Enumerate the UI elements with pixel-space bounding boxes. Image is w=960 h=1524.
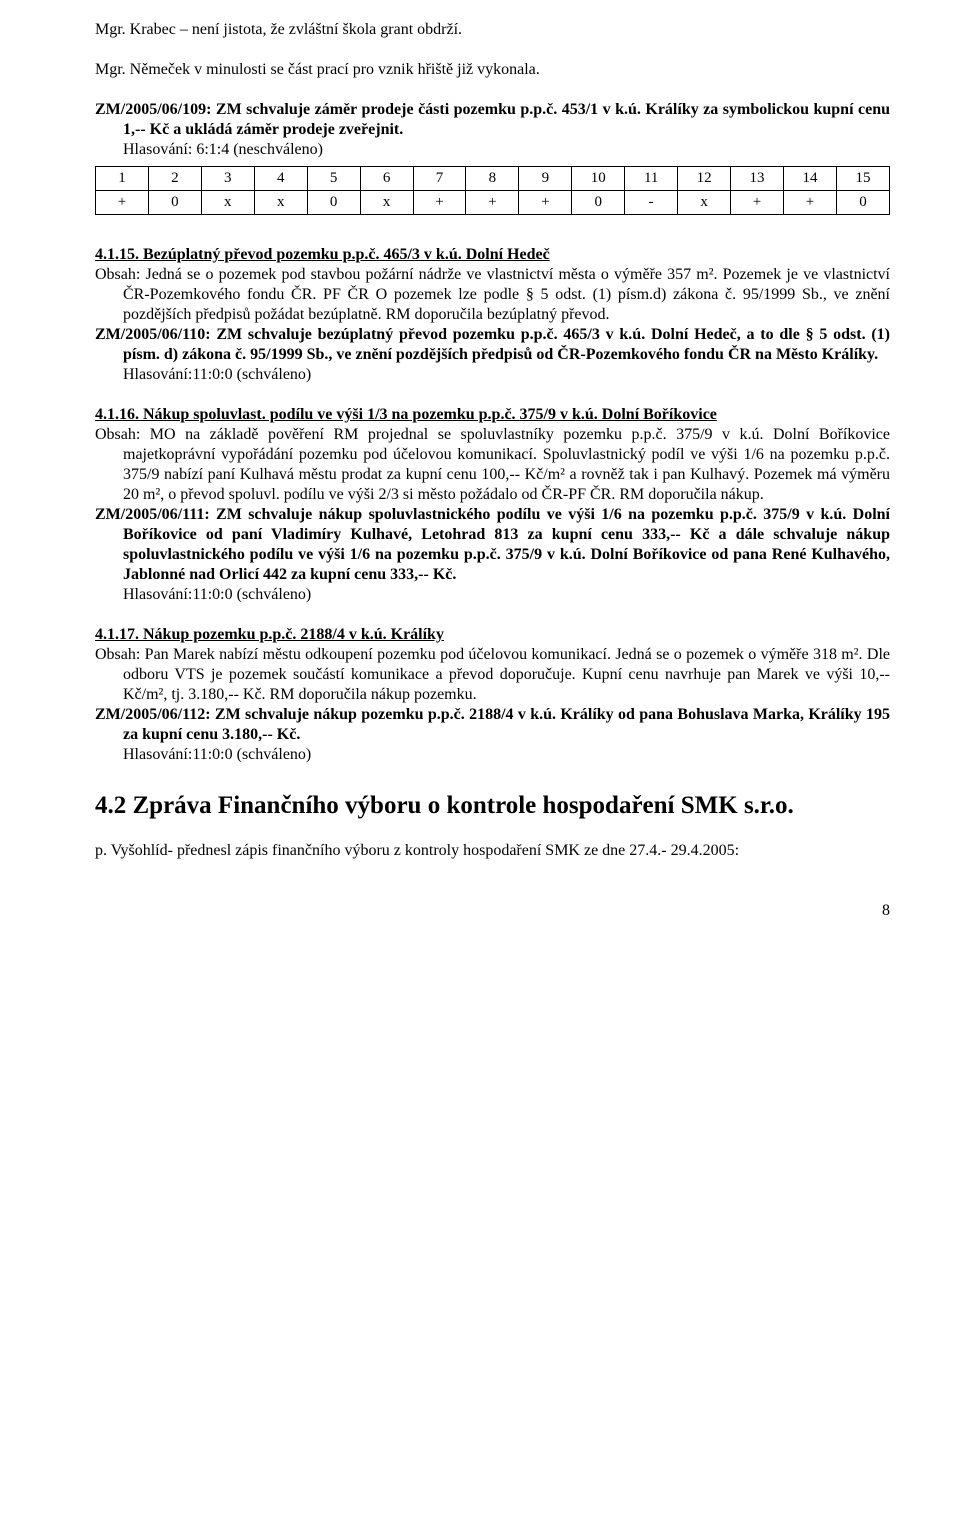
voting-vcell: + [413, 190, 466, 214]
voting-vcell: 0 [307, 190, 360, 214]
spacer [95, 385, 890, 405]
voting-vcell: + [466, 190, 519, 214]
voting-hcell: 13 [731, 167, 784, 191]
vote-label: Hlasování: 6:1:4 (neschváleno) [95, 140, 890, 160]
voting-hcell: 1 [96, 167, 149, 191]
voting-vcell: + [519, 190, 572, 214]
voting-vcell: 0 [836, 190, 889, 214]
intro-line-2: Mgr. Němeček v minulosti se část prací p… [95, 60, 890, 80]
voting-hcell: 2 [148, 167, 201, 191]
resolution-110: ZM/2005/06/110: ZM schvaluje bezúplatný … [95, 325, 890, 365]
voting-vcell: 0 [572, 190, 625, 214]
intro-line-1: Mgr. Krabec – není jistota, že zvláštní … [95, 20, 890, 40]
voting-hcell: 5 [307, 167, 360, 191]
last-paragraph: p. Vyšohlíd- přednesl zápis finančního v… [95, 841, 890, 861]
voting-vcell: + [783, 190, 836, 214]
voting-hcell: 3 [201, 167, 254, 191]
section-4-2-heading: 4.2 Zpráva Finančního výboru o kontrole … [95, 790, 890, 821]
voting-vcell: x [360, 190, 413, 214]
voting-vcell: - [625, 190, 678, 214]
spacer [95, 821, 890, 841]
voting-header-row: 1 2 3 4 5 6 7 8 9 10 11 12 13 14 15 [96, 167, 890, 191]
vote-approved: Hlasování:11:0:0 (schváleno) [95, 745, 890, 765]
voting-value-row: + 0 x x 0 x + + + 0 - x + + 0 [96, 190, 890, 214]
section-4-1-17-title: 4.1.17. Nákup pozemku p.p.č. 2188/4 v k.… [95, 625, 890, 645]
spacer [95, 605, 890, 625]
voting-vcell: x [201, 190, 254, 214]
vote-approved: Hlasování:11:0:0 (schváleno) [95, 585, 890, 605]
spacer [95, 40, 890, 60]
voting-hcell: 8 [466, 167, 519, 191]
resolution-112: ZM/2005/06/112: ZM schvaluje nákup pozem… [95, 705, 890, 745]
voting-vcell: x [678, 190, 731, 214]
section-4-1-16-body: Obsah: MO na základě pověření RM projedn… [95, 425, 890, 505]
voting-vcell: + [731, 190, 784, 214]
section-4-1-15-title: 4.1.15. Bezúplatný převod pozemku p.p.č.… [95, 245, 890, 265]
voting-vcell: x [254, 190, 307, 214]
section-4-1-16-title: 4.1.16. Nákup spoluvlast. podílu ve výši… [95, 405, 890, 425]
voting-hcell: 9 [519, 167, 572, 191]
voting-hcell: 4 [254, 167, 307, 191]
section-4-1-15-body: Obsah: Jedná se o pozemek pod stavbou po… [95, 265, 890, 325]
voting-hcell: 11 [625, 167, 678, 191]
voting-vcell: + [96, 190, 149, 214]
voting-hcell: 15 [836, 167, 889, 191]
resolution-111: ZM/2005/06/111: ZM schvaluje nákup spolu… [95, 505, 890, 585]
voting-hcell: 7 [413, 167, 466, 191]
voting-hcell: 10 [572, 167, 625, 191]
spacer [95, 80, 890, 100]
resolution-109: ZM/2005/06/109: ZM schvaluje záměr prode… [95, 100, 890, 140]
voting-vcell: 0 [148, 190, 201, 214]
section-4-1-17-body: Obsah: Pan Marek nabízí městu odkoupení … [95, 645, 890, 705]
voting-table: 1 2 3 4 5 6 7 8 9 10 11 12 13 14 15 + 0 … [95, 166, 890, 215]
voting-hcell: 6 [360, 167, 413, 191]
spacer [95, 225, 890, 245]
voting-hcell: 12 [678, 167, 731, 191]
vote-approved: Hlasování:11:0:0 (schváleno) [95, 365, 890, 385]
page-number: 8 [95, 901, 890, 921]
voting-hcell: 14 [783, 167, 836, 191]
